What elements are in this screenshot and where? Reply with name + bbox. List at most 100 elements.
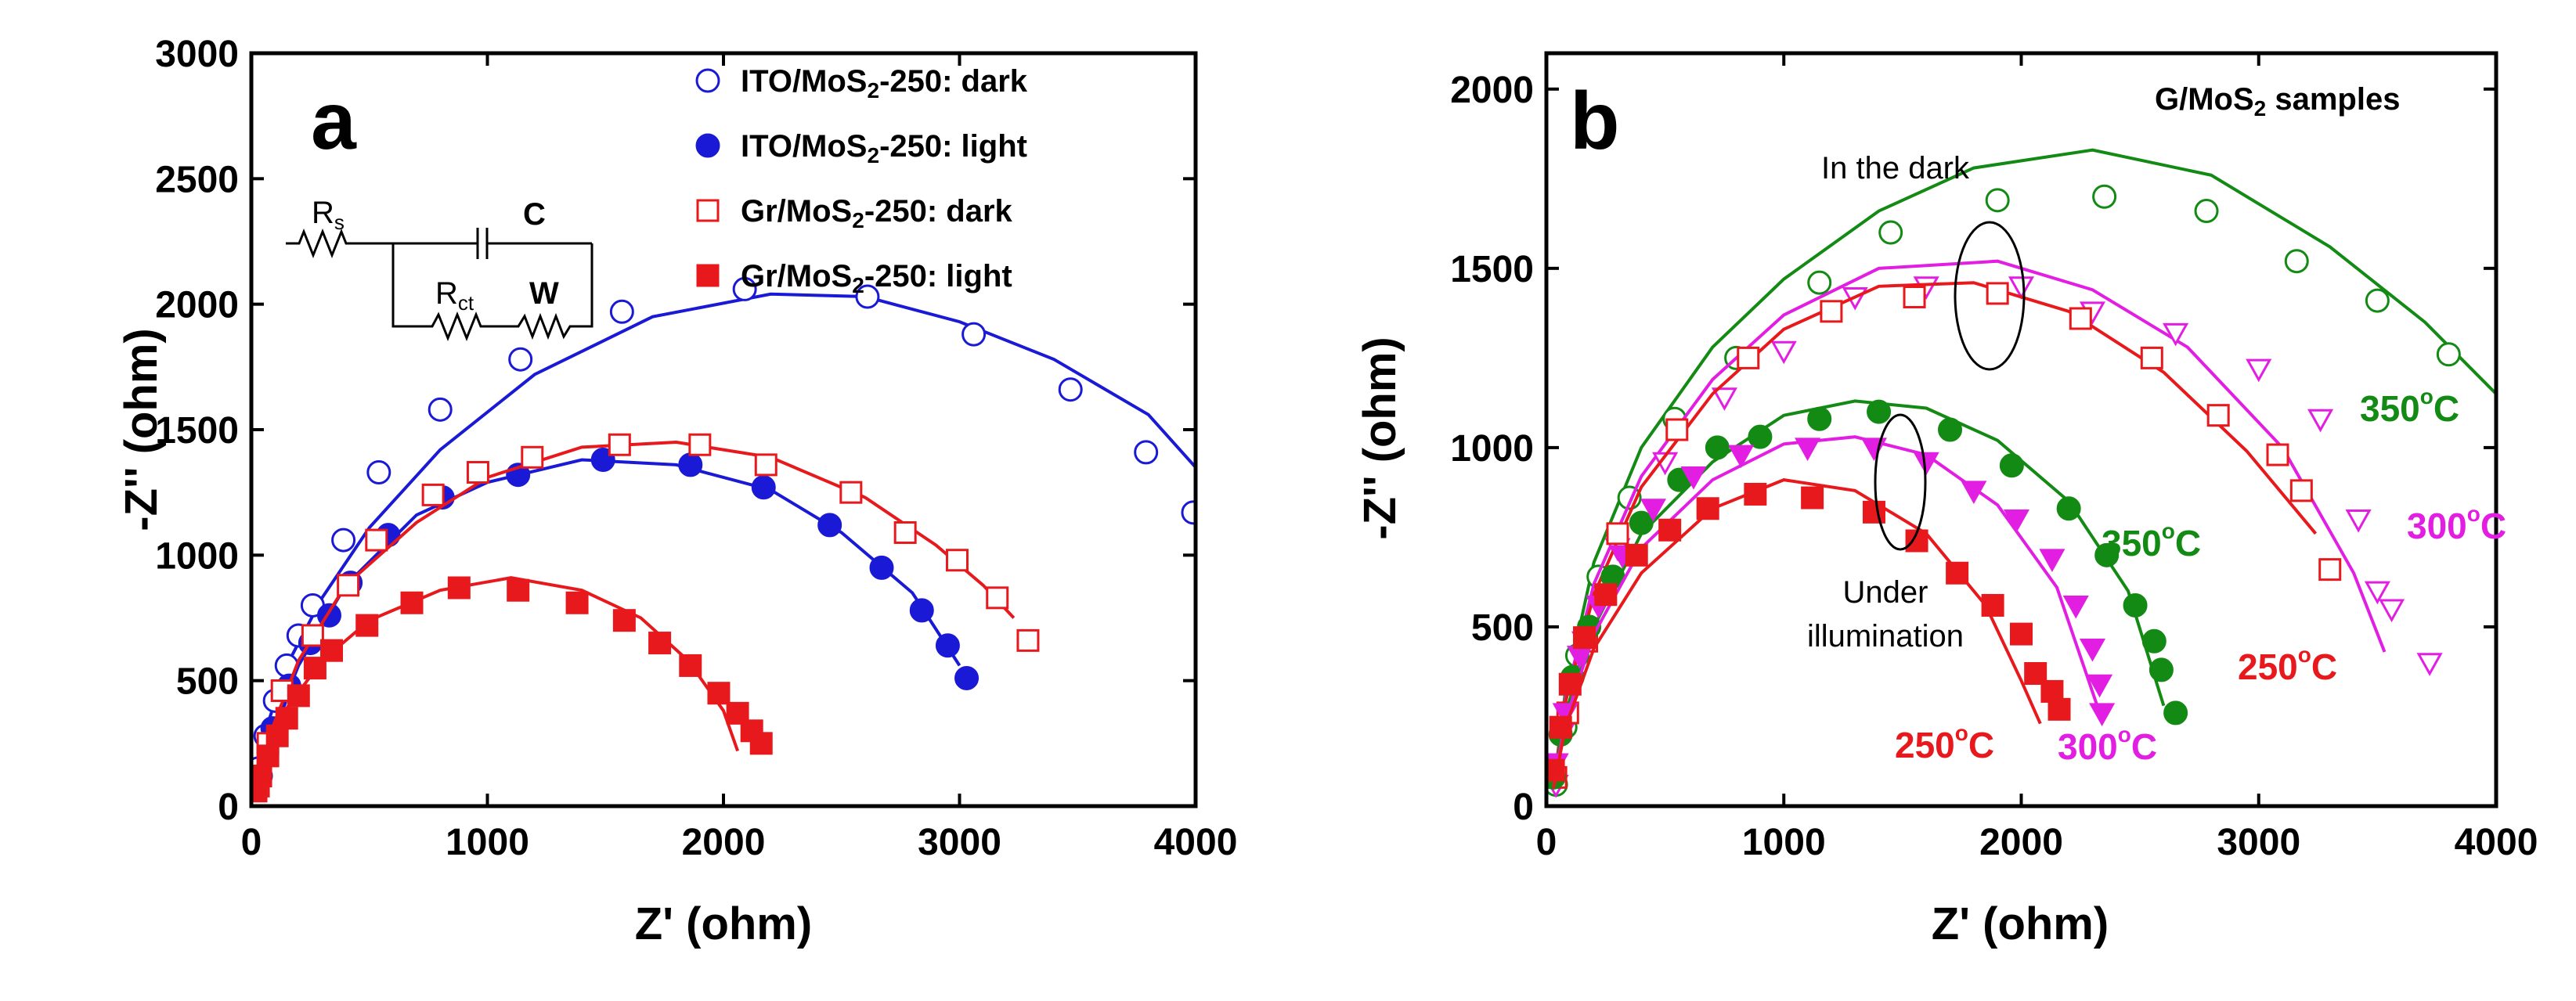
panel-a-series-gr-mos2-250-light-point-7 xyxy=(320,639,344,662)
panel-b-series-250-c-dark-point-10 xyxy=(2140,346,2163,369)
panel-a-series-gr-mos2-250-light-point-10 xyxy=(447,576,471,600)
panel-a-series-ito-mos2-250-dark-point-6 xyxy=(331,528,356,553)
legend-marker-gr-mos2-250-dark xyxy=(696,199,720,222)
panel-b-series-250-c-light-point-17 xyxy=(2047,697,2071,721)
panel-a-plot-area xyxy=(251,276,1196,803)
temp-label-300-dark: 300oC xyxy=(2407,502,2506,546)
panel-b-series-350-c-dark-point-9 xyxy=(1985,188,2010,213)
panel-b-series-300-c-light-point-13 xyxy=(2039,549,2065,572)
panel-b-series-250-c-dark-point-4 xyxy=(1665,418,1689,441)
legend-item-gr-mos2-250-dark: Gr/MoS2-250: dark xyxy=(696,194,1013,232)
panel-a-series-gr-mos2-250-dark xyxy=(251,433,1040,798)
panel-a-series-ito-mos2-250-light-point-13 xyxy=(869,555,894,580)
panel-b-series-350-c-light-point-18 xyxy=(2163,700,2188,726)
panel-b-series-300-c-dark-point-15 xyxy=(2364,581,2390,605)
panel-b-series-250-c-light-point-10 xyxy=(1862,500,1885,524)
circuit-rs-resistor xyxy=(286,228,393,259)
panel-b-series-350-c-dark-point-8 xyxy=(1878,220,1903,245)
panel-a-legend: ITO/MoS2-250: dark ITO/MoS2-250: light Gr/… xyxy=(695,64,1028,297)
legend-item-ito-mos2-250-dark: ITO/MoS2-250: dark xyxy=(695,64,1028,103)
panel-b-series-350-c-light-point-5 xyxy=(1629,510,1654,535)
panel-a-series-ito-mos2-250-light-point-14 xyxy=(909,598,934,623)
circuit-rs-label: Rs xyxy=(312,196,345,234)
annotation-light-ellipse xyxy=(1874,413,1927,551)
legend-label-gr-mos2-250-dark: Gr/MoS2-250: dark xyxy=(741,194,1013,232)
panel-a-y-tick-label-2000: 2000 xyxy=(155,285,239,326)
panel-a-x-tick-label-3000: 3000 xyxy=(918,822,1001,863)
panel-b-series-250-c-dark-point-9 xyxy=(2069,307,2092,330)
panel-b-series-300-c-light-point-12 xyxy=(2003,510,2029,533)
panel-a-series-gr-mos2-250-light-point-14 xyxy=(648,632,672,655)
panel-a-series-gr-mos2-250-light-point-13 xyxy=(612,609,636,632)
panel-b-y-tick-label-1000: 1000 xyxy=(1450,428,1534,470)
panel-a-series-ito-mos2-250-light-point-12 xyxy=(817,513,842,538)
panel-b-series-350-c-dark-point-11 xyxy=(2194,199,2219,224)
legend-label-gr-mos2-250-light: Gr/MoS2-250: light xyxy=(741,259,1012,297)
panel-b-series-300-c-light-fit-curve xyxy=(1552,435,2102,789)
panel-b-axes: 0 1000 2000 3000 4000 0 500 1000 1500 2000 xyxy=(1450,53,2538,863)
panel-b-series-250-c-dark-point-3 xyxy=(1606,522,1629,546)
panel-b-series-350-c-dark-point-10 xyxy=(2092,184,2117,209)
legend-marker-ito-mos2-250-dark xyxy=(695,68,720,93)
panel-a-label: a xyxy=(311,76,357,167)
panel-b-x-tick-label-1000: 1000 xyxy=(1742,822,1826,863)
panel-a-y-tick-label-0: 0 xyxy=(218,787,239,828)
panel-b-series-300-c-light-point-11 xyxy=(1961,481,1987,504)
panel-a-series-ito-mos2-250-light-point-15 xyxy=(935,633,960,658)
panel-b-series-300-c-dark xyxy=(1546,259,2443,798)
panel-b-series-250-c-light-point-7 xyxy=(1696,497,1719,520)
panel-a-series-gr-mos2-250-light-point-8 xyxy=(355,614,379,637)
panel-a-series-gr-mos2-250-dark-fit-curve xyxy=(254,440,1016,794)
panel-b-series-300-c-dark-point-9 xyxy=(2008,276,2035,300)
panel-a-series-ito-mos2-250-dark-point-16 xyxy=(1181,500,1196,525)
panel-b-series-300-c-dark-point-17 xyxy=(2416,653,2443,676)
panel-a-series-gr-mos2-250-light-point-11 xyxy=(507,578,530,602)
panel-a-series-gr-mos2-250-dark-point-16 xyxy=(1016,628,1040,652)
panel-b-series-250-c-light-point-5 xyxy=(1625,543,1648,567)
panel-b-series-350-c-light-point-12 xyxy=(1999,453,2024,478)
panel-b-series-300-c-light-point-16 xyxy=(2087,674,2113,698)
panel-b-series-250-c-light-point-12 xyxy=(1946,561,1969,585)
panel-b-series-300-c-dark-point-6 xyxy=(1770,340,1797,365)
panel-a-x-tick-label-1000: 1000 xyxy=(446,822,529,863)
panel-a-series-gr-mos2-250-dark-point-8 xyxy=(521,445,544,469)
panel-a-series-ito-mos2-250-light-point-11 xyxy=(751,475,776,500)
panel-b-series-250-c-light-point-3 xyxy=(1573,626,1596,650)
panel-b-series-300-c-dark-point-5 xyxy=(1711,387,1737,411)
panel-b-series-300-c-light-point-6 xyxy=(1680,466,1707,490)
panel-b-label: b xyxy=(1570,76,1620,167)
legend-label-ito-mos2-250-light: ITO/MoS2-250: light xyxy=(741,129,1027,167)
panel-b-frame xyxy=(1544,51,2498,808)
panel-b-series-250-c-dark-point-8 xyxy=(1986,282,2009,305)
panel-a: 0 1000 2000 3000 4000 0 500 1000 1500 2000 2500 300… xyxy=(116,34,1237,949)
equivalent-circuit xyxy=(286,228,593,342)
panel-b-series-250-c-light-fit-curve xyxy=(1552,478,2042,789)
legend-item-ito-mos2-250-light: ITO/MoS2-250: light xyxy=(695,129,1027,167)
panel-b-series-250-c-light-point-6 xyxy=(1658,518,1682,542)
panel-a-series-gr-mos2-250-light-point-4 xyxy=(275,707,298,730)
panel-a-y-tick-label-1500: 1500 xyxy=(155,410,239,452)
panel-a-series-gr-mos2-250-dark-point-9 xyxy=(608,433,631,456)
annotation-illumination: illumination xyxy=(1807,619,1964,654)
panel-a-series-ito-mos2-250-dark-point-11 xyxy=(732,276,757,301)
panel-b-series-350-c-dark-point-7 xyxy=(1807,270,1832,295)
panel-b-series-300-c-light-point-9 xyxy=(1860,437,1888,461)
panel-b-x-axis-label: Z' (ohm) xyxy=(1932,898,2109,949)
panel-b-series-350-c-light-point-13 xyxy=(2056,496,2081,521)
panel-a-series-gr-mos2-250-dark-point-5 xyxy=(365,528,388,552)
panel-a-series-ito-mos2-250-dark-point-14 xyxy=(1058,377,1083,402)
panel-b-series-300-c-light-point-10 xyxy=(1913,452,1939,476)
panel-b-series-300-c-light-point-8 xyxy=(1795,437,1821,461)
panel-b-series-350-c-light-point-15 xyxy=(2123,592,2148,618)
panel-a-y-tick-label-1000: 1000 xyxy=(155,535,239,577)
panel-a-series-gr-mos2-250-light-point-12 xyxy=(565,591,589,614)
panel-b-plot-area xyxy=(1546,148,2496,798)
panel-b: 0 1000 2000 3000 4000 0 500 1000 1500 2000 b Z' (… xyxy=(1355,51,2538,949)
panel-b-x-tick-label-4000: 4000 xyxy=(2455,822,2538,863)
panel-b-series-250-c-light-point-14 xyxy=(2010,622,2033,646)
panel-b-y-tick-label-1500: 1500 xyxy=(1450,249,1534,290)
panel-a-series-gr-mos2-250-dark-point-4 xyxy=(337,574,360,597)
panel-b-series-250-c-dark-point-7 xyxy=(1903,286,1926,309)
panel-b-title: G/MoS2 samples xyxy=(2155,82,2400,121)
panel-a-series-gr-mos2-250-dark-point-3 xyxy=(301,624,324,647)
